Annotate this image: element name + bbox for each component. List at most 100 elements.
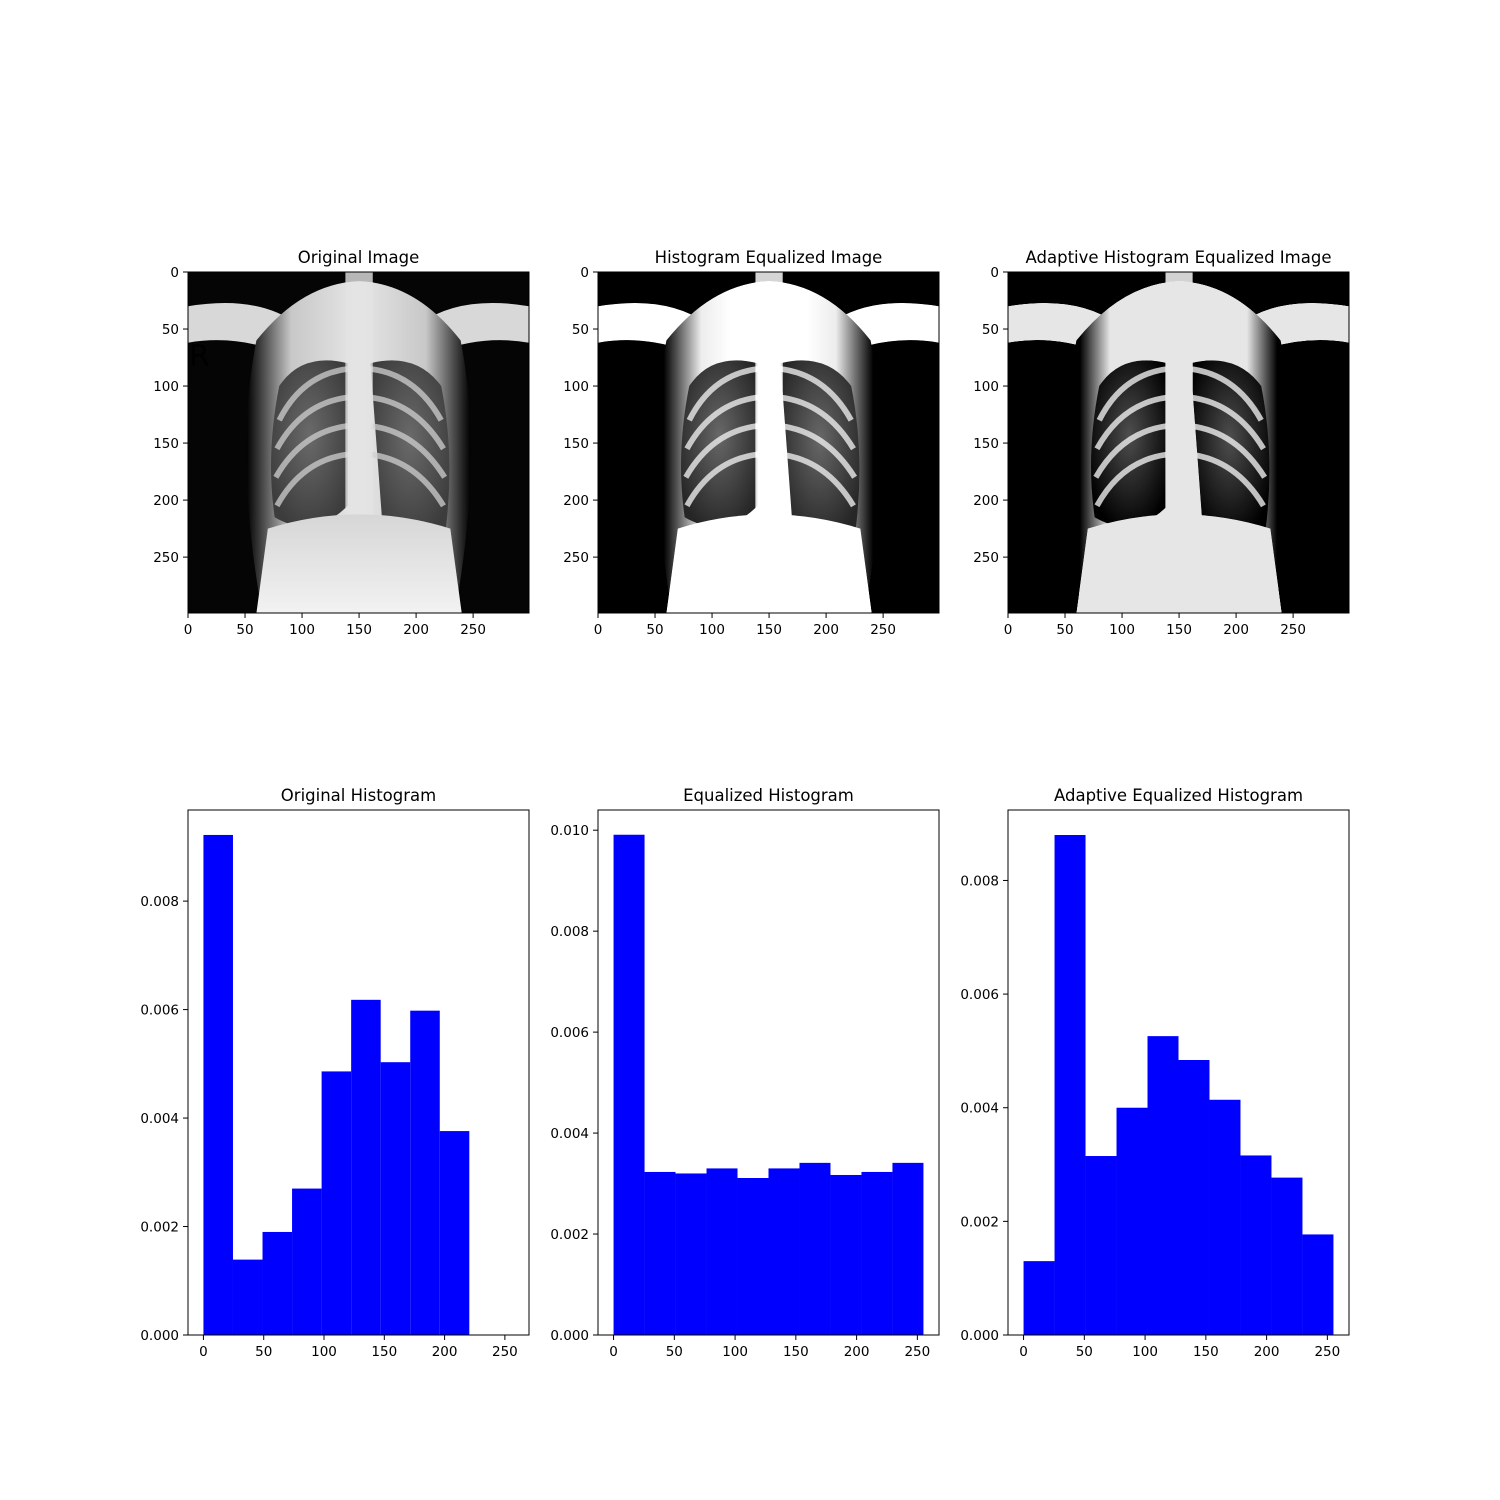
x-tick-label: 250 [870,622,896,638]
x-tick-label: 150 [756,622,782,638]
x-tick-label: 100 [289,622,315,638]
x-tick-label: 0 [609,1344,618,1360]
x-tick-label: 50 [1056,622,1073,638]
x-tick-label: 200 [1254,1344,1280,1360]
x-tick-label: 0 [1004,622,1013,638]
y-tick-label: 0.000 [140,1328,179,1344]
y-tick-label: 0.004 [960,1101,999,1117]
subplot-4: Original Histogram 0 50 100 150 200 250 0.000 0.… [140,786,530,1360]
histogram-bar [262,1231,293,1335]
subplot-2: Histogram Equalized Image 0 50 100 150 200 250… [563,248,939,638]
y-tick-label: 150 [153,436,179,452]
y-tick-label: 150 [563,436,589,452]
histogram-bars [613,834,924,1335]
chest-xray-adaptive-equalized-picture [1008,272,1349,613]
y-tick-label: 0.006 [550,1025,589,1041]
histogram-bar [1178,1060,1210,1335]
x-tick-label: 0 [594,622,603,638]
subplot-3: Adaptive Histogram Equalized Image 0 50 100… [973,248,1349,638]
x-tick-label: 200 [844,1344,870,1360]
subplot-title: Adaptive Histogram Equalized Image [1026,248,1332,267]
chest-xray-equalized-picture [598,272,939,613]
axes-frame [1007,271,1350,614]
y-tick-label: 100 [153,379,179,395]
x-tick-label: 50 [666,1344,683,1360]
x-tick-label: 200 [1223,622,1249,638]
axes-frame [187,809,530,1336]
histogram-bar [1271,1177,1303,1335]
x-tick-label: 100 [1109,622,1135,638]
subplot-title: Original Histogram [281,786,436,805]
histogram-bar [232,1259,263,1335]
histogram-bar [861,1171,893,1335]
y-tick-label: 0.010 [550,823,589,839]
histogram-bars [203,834,470,1335]
y-tick-label: 0.006 [140,1003,179,1019]
x-tick-label: 150 [346,622,372,638]
subplot-6: Adaptive Equalized Histogram 0 50 100 150 200… [960,786,1350,1360]
x-tick-label: 50 [1076,1344,1093,1360]
histogram-bar [613,834,645,1335]
subplot-title: Original Image [298,248,420,267]
x-tick-label: 50 [236,622,253,638]
chest-xray-original-picture [188,272,529,613]
y-tick-label: 100 [563,379,589,395]
x-tick-label: 250 [904,1344,930,1360]
y-tick-label: 0 [990,265,999,281]
y-tick-label: 0.000 [960,1328,999,1344]
y-tick-label: 0 [170,265,179,281]
histogram-bar [1209,1099,1241,1335]
x-tick-label: 150 [371,1344,397,1360]
histogram-bar [706,1168,738,1335]
histogram-bar [380,1062,411,1335]
x-tick-label: 150 [1193,1344,1219,1360]
histogram-bar [1116,1107,1148,1335]
y-tick-label: 250 [153,550,179,566]
y-tick-label: 0.004 [140,1111,179,1127]
y-tick-label: 50 [982,322,999,338]
histogram-bar [644,1171,676,1335]
histogram-bar [1240,1155,1272,1335]
subplot-5: Equalized Histogram 0 50 100 150 200 250 0.000 0… [550,786,940,1360]
y-tick-label: 0.002 [140,1220,179,1236]
x-tick-label: 100 [722,1344,748,1360]
subplot-title: Equalized Histogram [683,786,854,805]
y-tick-label: 250 [563,550,589,566]
y-tick-label: 250 [973,550,999,566]
histogram-bar [203,834,233,1335]
histogram-bar [410,1010,440,1335]
x-tick-label: 100 [699,622,725,638]
histogram-bar [768,1168,800,1335]
histogram-bar [1302,1234,1334,1335]
x-tick-label: 200 [403,622,429,638]
axes-frame [1007,809,1350,1336]
y-tick-label: 0.002 [960,1214,999,1230]
y-tick-label: 0 [580,265,589,281]
axes-frame [187,271,530,614]
x-tick-label: 50 [646,622,663,638]
y-tick-label: 150 [973,436,999,452]
x-tick-label: 50 [255,1344,272,1360]
y-tick-label: 0.006 [960,987,999,1003]
histogram-bar [675,1173,707,1335]
y-tick-label: 50 [162,322,179,338]
histogram-bar [737,1178,769,1335]
x-tick-label: 200 [813,622,839,638]
histogram-bar [1054,835,1086,1335]
histogram-bar [321,1071,352,1335]
x-tick-label: 100 [311,1344,337,1360]
x-tick-label: 0 [199,1344,208,1360]
axes-frame [597,809,940,1336]
subplot-title: Adaptive Equalized Histogram [1054,786,1303,805]
histogram-bar [439,1131,470,1335]
y-tick-label: 200 [563,493,589,509]
x-tick-label: 250 [1280,622,1306,638]
x-tick-label: 0 [1019,1344,1028,1360]
x-tick-label: 100 [1132,1344,1158,1360]
histogram-bars [1023,835,1334,1335]
histogram-bar [1085,1156,1117,1335]
y-tick-label: 50 [572,322,589,338]
y-tick-label: 0.002 [550,1227,589,1243]
histogram-bar [799,1162,831,1335]
